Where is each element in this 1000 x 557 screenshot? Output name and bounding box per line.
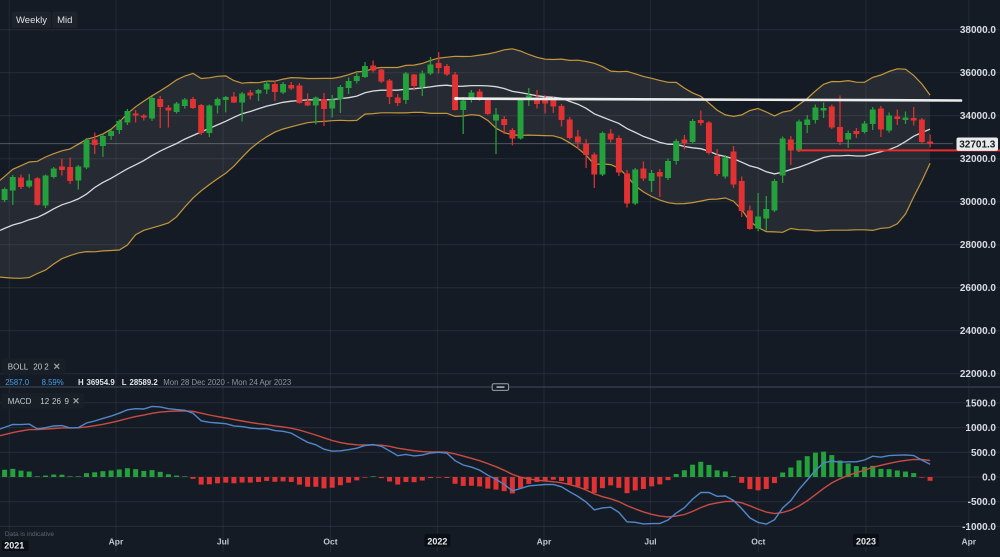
svg-text:2021: 2021 xyxy=(4,541,24,551)
svg-text:500.0: 500.0 xyxy=(971,448,996,459)
svg-text:-500.0: -500.0 xyxy=(968,497,997,508)
svg-text:Jul: Jul xyxy=(217,536,229,546)
svg-text:Oct: Oct xyxy=(323,536,337,546)
svg-text:✕: ✕ xyxy=(53,362,61,372)
svg-text:32701.3: 32701.3 xyxy=(959,140,996,151)
svg-text:36000.0: 36000.0 xyxy=(960,68,997,79)
svg-text:-1000.0: -1000.0 xyxy=(962,522,996,533)
svg-text:2: 2 xyxy=(44,363,49,372)
svg-text:Apr: Apr xyxy=(109,536,124,546)
svg-text:34000.0: 34000.0 xyxy=(960,111,997,122)
svg-text:BOLL: BOLL xyxy=(8,363,29,372)
svg-text:Weekly: Weekly xyxy=(16,15,47,26)
svg-text:24000.0: 24000.0 xyxy=(960,326,997,337)
svg-text:Oct: Oct xyxy=(751,536,765,546)
svg-text:0.0: 0.0 xyxy=(982,473,996,484)
svg-text:32000.0: 32000.0 xyxy=(960,154,997,165)
svg-text:✕: ✕ xyxy=(72,396,80,406)
svg-text:26: 26 xyxy=(52,397,61,406)
svg-text:28000.0: 28000.0 xyxy=(960,240,997,251)
svg-text:Apr: Apr xyxy=(961,536,976,546)
svg-text:1000.0: 1000.0 xyxy=(965,423,996,434)
svg-text:22000.0: 22000.0 xyxy=(960,369,997,380)
svg-text:Mid: Mid xyxy=(57,15,72,26)
svg-text:Data is indicative: Data is indicative xyxy=(5,531,55,538)
svg-text:2022: 2022 xyxy=(427,536,447,546)
svg-text:Jul: Jul xyxy=(644,536,656,546)
svg-text:1500.0: 1500.0 xyxy=(965,398,996,409)
svg-text:2023: 2023 xyxy=(856,536,876,546)
svg-text:12: 12 xyxy=(40,397,49,406)
svg-text:30000.0: 30000.0 xyxy=(960,197,997,208)
svg-text:MACD: MACD xyxy=(8,397,32,406)
svg-text:9: 9 xyxy=(65,397,70,406)
svg-text:20: 20 xyxy=(33,363,42,372)
svg-text:38000.0: 38000.0 xyxy=(960,25,997,36)
svg-text:26000.0: 26000.0 xyxy=(960,283,997,294)
svg-text:Apr: Apr xyxy=(537,536,552,546)
